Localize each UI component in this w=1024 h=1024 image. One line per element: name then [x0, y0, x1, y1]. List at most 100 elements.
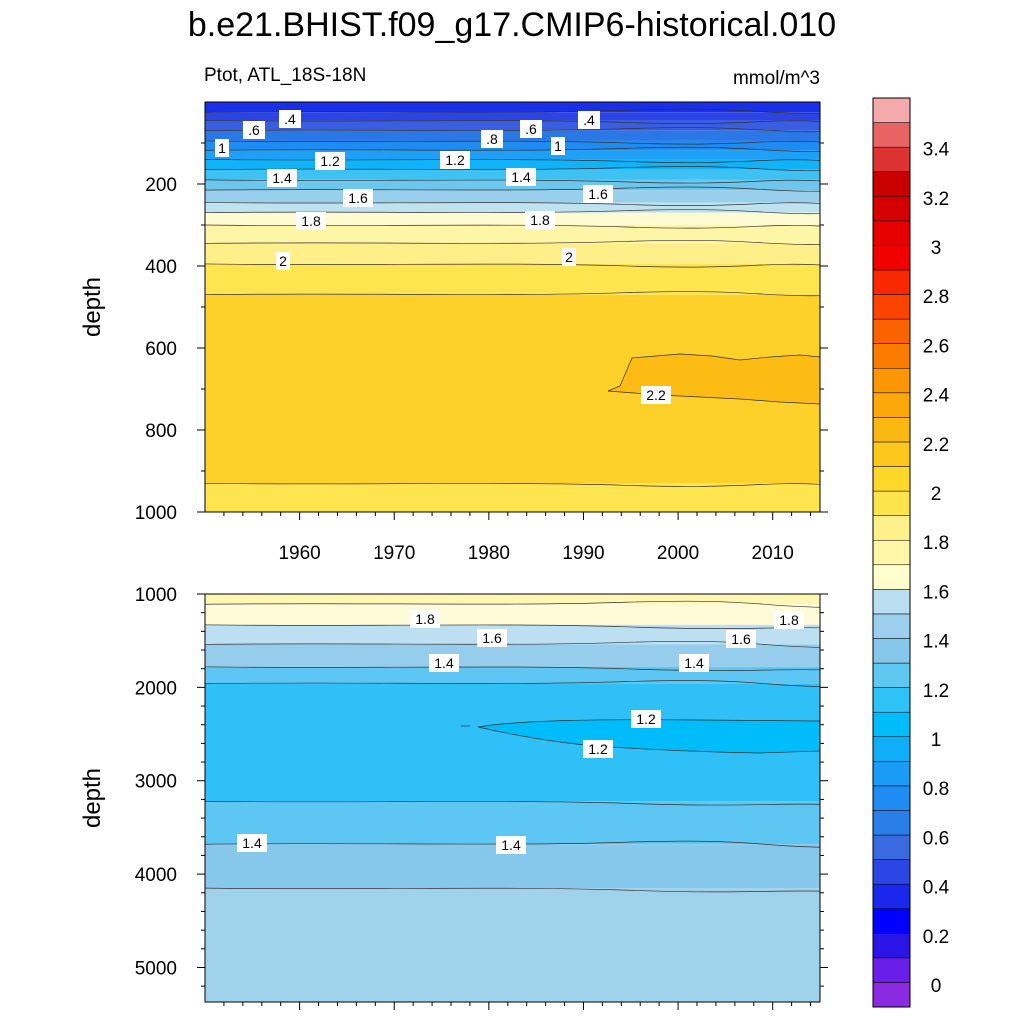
contour-label-text: 1.6	[731, 631, 751, 647]
contour-label-text: .6	[248, 122, 260, 138]
colorbar-swatch	[872, 122, 911, 148]
colorbar-swatch	[872, 515, 911, 541]
contour-band	[205, 604, 820, 625]
colorbar-tick-label: 2	[931, 484, 942, 505]
colorbar-swatch	[872, 294, 911, 320]
contour-label-text: 1.2	[588, 741, 608, 757]
colorbar-tick-label: 1.8	[923, 533, 949, 554]
contour-label-bg	[578, 111, 600, 129]
contour-line	[204, 263, 821, 268]
y-tick-label: 400	[145, 257, 177, 278]
contour-label-text: .4	[583, 112, 595, 128]
y-tick-label: 600	[145, 339, 177, 360]
colorbar-tick-label: 0.8	[923, 779, 949, 800]
contour-line	[204, 624, 821, 629]
colorbar-swatch	[872, 933, 911, 959]
contour-label-text: 2	[279, 253, 287, 269]
contour-label-text: .6	[525, 121, 537, 137]
contour-label-bg	[525, 211, 555, 229]
contour-label-text: 1	[218, 140, 226, 156]
colorbar-swatch	[872, 785, 911, 811]
colorbar-tick-label: 0	[931, 976, 942, 997]
contour-label-bg	[551, 137, 565, 155]
contour-label-bg	[679, 654, 709, 672]
contour-label: 1.8	[525, 211, 555, 229]
colorbar-tick-label: 2.8	[923, 287, 949, 308]
contour-label: 1.4	[496, 836, 526, 854]
colorbar: 0 0.2 0.4 0.6 0.8 1 1.2 1.4 1.6 1.8 2 2.2 2.4 2.6 2.8 3…	[872, 97, 950, 1008]
contour-label-bg	[343, 189, 373, 207]
contour-label-bg	[726, 630, 756, 648]
contour-label-bg	[774, 611, 804, 629]
contour-label-bg	[243, 121, 265, 139]
contour-line	[204, 840, 821, 848]
contour-label: 2	[562, 248, 576, 266]
contour-label: .4	[578, 111, 600, 129]
contour-label-bg	[279, 110, 301, 128]
contour-label-bg	[410, 610, 440, 628]
colorbar-tick-label: 1	[931, 730, 942, 751]
contour-label-text: 1.4	[684, 655, 704, 671]
contour-label-text: 1.4	[511, 169, 531, 185]
contour-line	[204, 202, 821, 206]
colorbar-tick-label: 3	[931, 238, 942, 259]
colorbar-swatch	[872, 466, 911, 492]
colorbar-swatch	[872, 613, 911, 639]
contour-region-1.2	[478, 719, 820, 753]
y-tick-label: 1000	[135, 585, 177, 606]
colorbar-tick-label: 0.2	[923, 927, 949, 948]
contour-label-bg	[237, 834, 267, 852]
contour-label-text: 2	[565, 249, 573, 265]
lower-panel: 1.8 1.8 1.6 1.6 1.4 1.4 1.2 1.2 1.4 1.4 1000 2000 30…	[135, 585, 828, 1010]
contour-label-bg	[276, 252, 290, 270]
colorbar-tick-label: 2.4	[923, 386, 950, 407]
contour-band	[205, 263, 820, 295]
y-tick-label: 4000	[135, 865, 177, 886]
colorbar-swatch	[872, 269, 911, 295]
colorbar-swatch	[872, 220, 911, 246]
contour-line	[204, 291, 821, 297]
contour-label-text: 1.4	[242, 835, 262, 851]
contour-label-bg	[496, 836, 526, 854]
contour-band	[205, 112, 820, 121]
x-tick-label: 1990	[562, 543, 604, 564]
contour-band	[205, 102, 820, 113]
upper-ylabel: depth	[79, 277, 106, 337]
contour-label: 1.2	[315, 152, 345, 170]
colorbar-swatch	[872, 883, 911, 909]
contour-label-bg	[429, 654, 459, 672]
contour-label: .8	[481, 130, 503, 148]
colorbar-swatch	[872, 417, 911, 443]
colorbar-swatch	[872, 957, 911, 983]
x-tick-label: 1970	[373, 543, 415, 564]
y-tick-label: 5000	[135, 958, 177, 979]
contour-label: 1.2	[583, 740, 613, 758]
contour-band	[205, 888, 820, 1002]
units-label: mmol/m^3	[733, 68, 820, 89]
contour-label-text: 1.4	[501, 837, 521, 853]
contour-line	[204, 239, 821, 245]
contour-band	[205, 594, 820, 605]
y-tick-label: 3000	[135, 772, 177, 793]
colorbar-tick-label: 3.2	[923, 189, 949, 210]
colorbar-swatch	[872, 908, 911, 934]
contour-label: .6	[520, 120, 542, 138]
colorbar-tick-label: 1.4	[923, 632, 950, 653]
contour-line	[204, 482, 821, 487]
colorbar-swatch	[872, 662, 911, 688]
contour-line	[204, 600, 821, 608]
contour-label-bg	[583, 185, 613, 203]
contour-line	[204, 680, 821, 687]
contour-band	[205, 120, 820, 131]
contour-label-bg	[315, 152, 345, 170]
x-tick-label: 1960	[278, 543, 320, 564]
contour-label-text: 1.8	[301, 213, 321, 229]
contour-label: 2	[276, 252, 290, 270]
colorbar-swatch	[872, 318, 911, 344]
contour-line	[204, 140, 821, 145]
contour-label-text: 1.6	[588, 186, 608, 202]
contour-label: 1.4	[237, 834, 267, 852]
contour-label: 2.2	[641, 386, 671, 404]
colorbar-swatch	[872, 761, 911, 787]
contour-label-text: 1.4	[272, 170, 292, 186]
